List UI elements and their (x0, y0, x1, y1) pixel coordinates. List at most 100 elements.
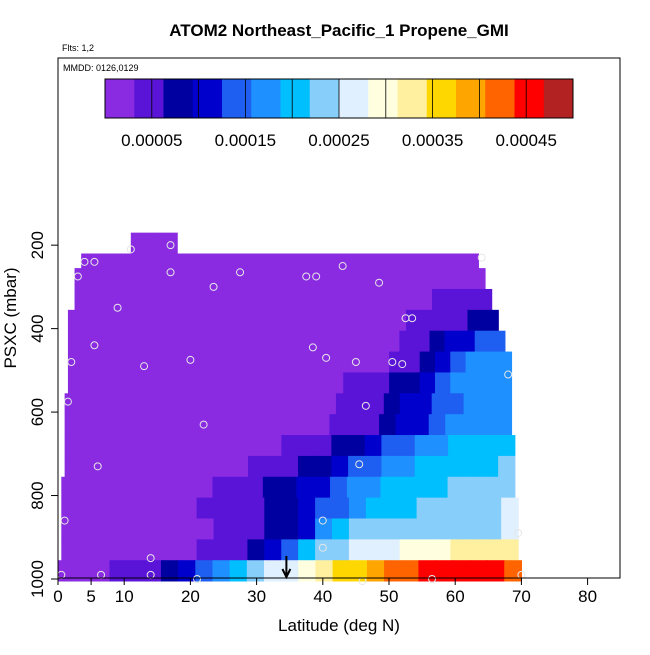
heatmap-cell (279, 414, 297, 436)
heatmap-cell (481, 435, 499, 457)
heatmap-cell (399, 393, 417, 415)
heatmap-cell (208, 288, 225, 311)
heatmap-cell (397, 268, 413, 290)
heatmap-cell (282, 372, 298, 394)
heatmap-cell (263, 330, 280, 352)
heatmap-cell (134, 288, 150, 311)
heatmap-cell (293, 330, 310, 352)
heatmap-cell (358, 351, 375, 373)
heatmap-cell (332, 560, 351, 582)
y-tick-label: 600 (28, 398, 47, 426)
heatmap-cell (367, 268, 383, 290)
heatmap-cell (345, 414, 364, 436)
heatmap-cell (256, 393, 273, 415)
heatmap-cell (324, 330, 340, 352)
heatmap-cell (231, 455, 249, 478)
observation-point (318, 516, 327, 525)
heatmap-cell (61, 476, 79, 499)
heatmap-cell (220, 372, 237, 394)
heatmap-cell (436, 309, 453, 332)
heatmap-cell (67, 309, 84, 332)
x-tick-label: 5 (86, 587, 95, 606)
heatmap-cell (250, 268, 266, 290)
heatmap-cell (160, 560, 179, 582)
heatmap-cell (414, 435, 433, 457)
heatmap-cell (480, 351, 497, 373)
heatmap-cell (67, 351, 84, 373)
heatmap-cell (158, 330, 174, 352)
heatmap-cell (298, 560, 317, 582)
heatmap-cell (331, 539, 350, 561)
heatmap-cell (75, 560, 93, 582)
heatmap-cell (327, 372, 344, 394)
heatmap-cell (173, 330, 190, 352)
observation-point (408, 314, 417, 323)
heatmap-cell (230, 518, 249, 540)
heatmap-cell (414, 455, 433, 478)
heatmap-cell (64, 393, 82, 415)
heatmap-cell (467, 309, 484, 332)
heatmap-cell (190, 372, 207, 394)
heatmap-cell (149, 288, 165, 311)
heatmap-cell (312, 372, 329, 394)
heatmap-cell (384, 560, 402, 582)
heatmap-cell (130, 414, 148, 436)
heatmap-cell (246, 414, 264, 436)
heatmap-cell (159, 372, 176, 394)
heatmap-cell (114, 455, 132, 478)
heatmap-cell (323, 268, 340, 290)
observation-point (113, 303, 122, 312)
heatmap-cell (465, 372, 482, 394)
heatmap-cell (444, 330, 461, 352)
observation-point (80, 257, 89, 266)
observation-point (186, 355, 195, 364)
heatmap-cell (266, 372, 283, 394)
heatmap-cell (129, 372, 145, 394)
heatmap-cell (264, 497, 282, 519)
heatmap-cell (279, 268, 296, 290)
heatmap-cell (398, 455, 416, 478)
heatmap-cell (104, 288, 120, 311)
x-tick-label: 20 (181, 587, 200, 606)
heatmap-cell (389, 351, 405, 373)
heatmap-cell (206, 268, 222, 290)
colorbar-frame (104, 78, 574, 119)
heatmap-cell (296, 414, 314, 436)
heatmap-cell (163, 288, 180, 311)
observation-point (322, 353, 331, 362)
heatmap-cell (319, 393, 337, 415)
heatmap-cell (247, 497, 265, 519)
heatmap-cell (162, 497, 181, 519)
heatmap-cell (147, 435, 166, 457)
observation-point (338, 262, 347, 271)
heatmap-cell (390, 309, 407, 332)
heatmap-cell (452, 309, 469, 332)
heatmap-cell (67, 330, 84, 352)
heatmap-cell (339, 330, 355, 352)
heatmap-cell (459, 330, 476, 352)
heatmap-cell (304, 393, 321, 415)
y-tick-label: 1000 (28, 560, 47, 598)
heatmap-cell (264, 539, 282, 561)
heatmap-cell (484, 518, 502, 540)
observation-point (166, 268, 175, 277)
heatmap-cell (298, 455, 316, 478)
heatmap-cell (498, 435, 516, 457)
heatmap-cell (230, 539, 249, 561)
heatmap-cell (153, 232, 178, 254)
heatmap-cell (160, 309, 177, 332)
heatmap-cell (349, 560, 368, 582)
heatmap-cell (144, 372, 161, 394)
plot-frame (57, 57, 621, 579)
colorbar-swatch (339, 79, 369, 118)
heatmap-cell (236, 372, 253, 394)
heatmap-cell (81, 455, 99, 478)
heatmap-cell (128, 476, 146, 499)
heatmap-cell (184, 253, 200, 269)
heatmap-cell (279, 476, 298, 499)
heatmap-cell (415, 393, 433, 415)
heatmap-cell (262, 476, 281, 499)
x-tick-label: 40 (313, 587, 332, 606)
observation-point (514, 529, 523, 538)
